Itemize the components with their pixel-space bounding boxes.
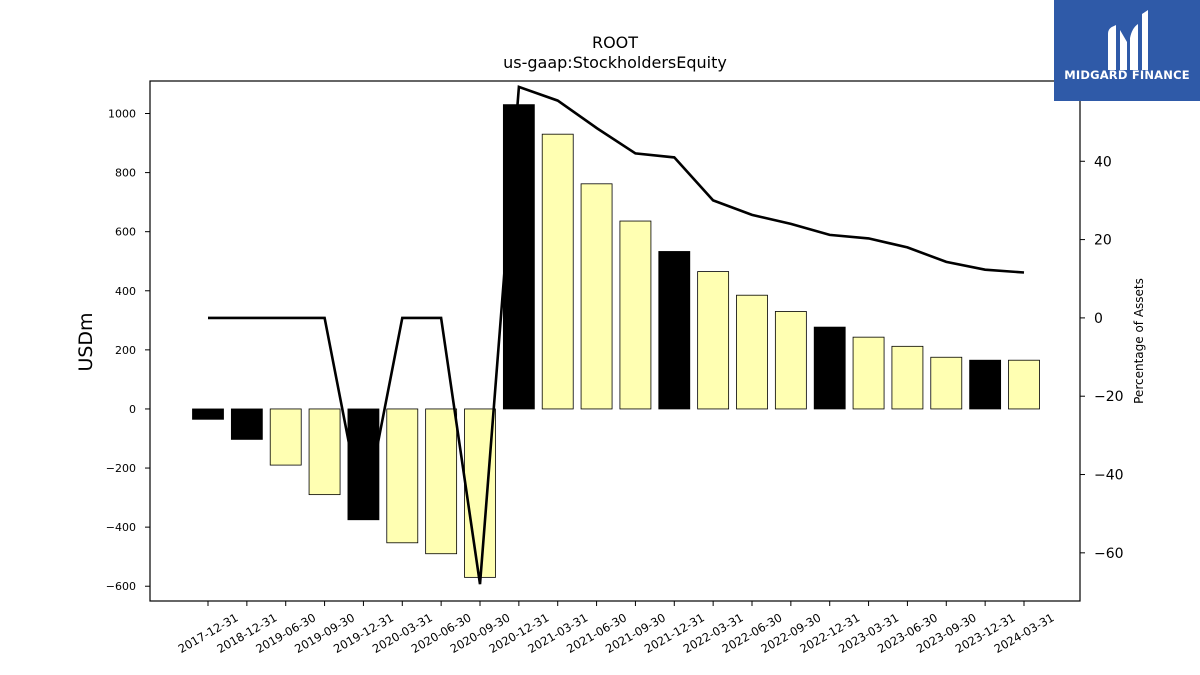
bar-2022-09-30 bbox=[774, 311, 807, 410]
y2-tick-label: −20 bbox=[1094, 389, 1124, 405]
logo-mark-icon bbox=[1108, 10, 1148, 70]
y-tick-label: 200 bbox=[115, 344, 136, 357]
y-tick-label: −600 bbox=[106, 580, 136, 593]
y-axis-label: USDm bbox=[75, 312, 97, 371]
bar-2023-09-30 bbox=[930, 356, 963, 410]
bar-2020-06-30 bbox=[425, 408, 458, 555]
bar-2022-03-31 bbox=[697, 271, 730, 410]
chart-subtitle: us-gaap:StockholdersEquity bbox=[503, 53, 727, 72]
y-tick-label: −200 bbox=[106, 462, 136, 475]
bar-2021-03-31 bbox=[541, 133, 574, 410]
bar-2020-03-31 bbox=[386, 408, 419, 544]
bar-2018-12-31 bbox=[230, 408, 263, 440]
y-tick-label: 1000 bbox=[108, 108, 136, 121]
y-tick-label: 400 bbox=[115, 285, 136, 298]
bar-2021-12-31 bbox=[658, 251, 691, 410]
percentage-line bbox=[208, 85, 1025, 585]
y-tick-label: 600 bbox=[115, 226, 136, 239]
bar-2019-06-30 bbox=[269, 408, 302, 466]
bar-2021-06-30 bbox=[580, 183, 613, 410]
y-tick-label: 0 bbox=[129, 403, 136, 416]
bar-2021-09-30 bbox=[619, 220, 652, 410]
bar-2022-12-31 bbox=[813, 326, 846, 410]
logo-text: MIDGARD FINANCE bbox=[1064, 68, 1190, 82]
bar-2022-06-30 bbox=[736, 294, 768, 410]
brand-logo: MIDGARD FINANCE bbox=[1054, 0, 1200, 101]
bar-2017-12-31 bbox=[192, 408, 224, 420]
y2-axis-label: Percentage of Assets bbox=[1132, 278, 1146, 404]
y2-tick-label: 0 bbox=[1094, 311, 1103, 327]
plot-frame bbox=[149, 80, 1081, 602]
y2-tick-label: 20 bbox=[1094, 233, 1112, 249]
y2-tick-label: 40 bbox=[1094, 154, 1112, 170]
y-tick-label: 800 bbox=[115, 167, 136, 180]
y2-tick-label: −40 bbox=[1094, 468, 1124, 484]
y-tick-label: −400 bbox=[106, 521, 136, 534]
y2-tick-label: −60 bbox=[1094, 546, 1124, 562]
bar-2024-03-31 bbox=[1008, 359, 1040, 410]
bar-2023-12-31 bbox=[969, 359, 1002, 410]
bar-2023-06-30 bbox=[891, 345, 924, 410]
bar-2023-03-31 bbox=[852, 336, 885, 410]
bar-2019-09-30 bbox=[308, 408, 341, 496]
bar-2020-12-31 bbox=[502, 104, 535, 410]
chart-title: ROOT bbox=[592, 33, 638, 52]
